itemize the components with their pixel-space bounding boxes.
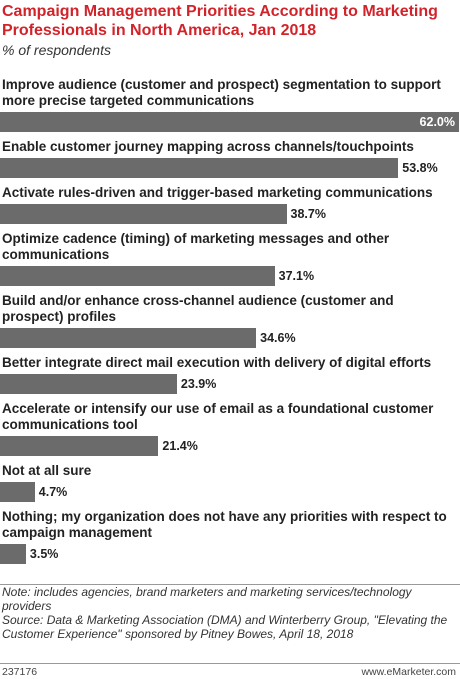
site: www.eMarketer.com	[361, 666, 456, 678]
bar-item: Accelerate or intensify our use of email…	[0, 401, 460, 456]
source: Source: Data & Marketing Association (DM…	[2, 613, 448, 641]
bar	[0, 266, 275, 286]
value-label: 4.7%	[38, 485, 68, 499]
bar-row: 38.7%	[0, 204, 460, 224]
bar-item: Build and/or enhance cross-channel audie…	[0, 293, 460, 348]
category-label: Nothing; my organization does not have a…	[2, 509, 447, 540]
bar-row: 53.8%	[0, 158, 460, 178]
value-label: 23.9%	[180, 377, 217, 391]
bar	[0, 204, 287, 224]
category-label: Better integrate direct mail execution w…	[2, 355, 432, 370]
bar-item: Improve audience (customer and prospect)…	[0, 77, 460, 132]
note: Note: includes agencies, brand marketers…	[2, 585, 412, 613]
value-label: 3.5%	[29, 547, 59, 561]
value-label: 62.0%	[419, 115, 455, 129]
bar-item: Not at all sure 4.7%	[0, 463, 460, 502]
chart-id: 237176	[2, 666, 38, 678]
bar	[0, 374, 177, 394]
bar-row: 21.4%	[0, 436, 460, 456]
bar-item: Better integrate direct mail execution w…	[0, 355, 460, 394]
bar-row: 37.1%	[0, 266, 460, 286]
bar	[0, 328, 257, 348]
value-label: 37.1%	[278, 269, 315, 283]
bar-row: 3.5%	[0, 544, 460, 564]
bar	[0, 482, 35, 502]
bar-item: Enable customer journey mapping across c…	[0, 139, 460, 178]
category-label: Optimize cadence (timing) of marketing m…	[2, 231, 390, 262]
category-label: Build and/or enhance cross-channel audie…	[2, 293, 394, 324]
bar-row: 34.6%	[0, 328, 460, 348]
category-label: Activate rules-driven and trigger-based …	[2, 185, 433, 200]
footer: Note: includes agencies, brand marketers…	[0, 584, 460, 641]
value-label: 53.8%	[402, 161, 438, 175]
bar-item: Activate rules-driven and trigger-based …	[0, 185, 460, 224]
category-label: Improve audience (customer and prospect)…	[2, 77, 441, 108]
value-label: 38.7%	[290, 207, 326, 221]
value-label: 34.6%	[260, 331, 296, 345]
bar	[0, 544, 26, 564]
bar-row: 23.9%	[0, 374, 460, 394]
footer-bar: 237176 www.eMarketer.com	[0, 663, 460, 678]
chart-title: Campaign Management Priorities According…	[2, 3, 438, 39]
bar-item: Nothing; my organization does not have a…	[0, 509, 460, 564]
bar-row: 62.0%	[0, 112, 460, 132]
category-label: Accelerate or intensify our use of email…	[2, 401, 434, 432]
bar	[0, 158, 399, 178]
bar-item: Optimize cadence (timing) of marketing m…	[0, 231, 460, 286]
bar	[0, 112, 459, 132]
bar	[0, 436, 159, 456]
bar-row: 4.7%	[0, 482, 460, 502]
category-label: Not at all sure	[2, 463, 92, 478]
bar-list: Improve audience (customer and prospect)…	[0, 77, 460, 571]
category-label: Enable customer journey mapping across c…	[2, 139, 414, 154]
chart-subtitle: % of respondents	[2, 42, 111, 58]
value-label: 21.4%	[162, 439, 198, 453]
